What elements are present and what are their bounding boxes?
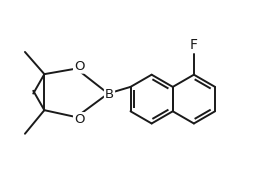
- Text: O: O: [74, 60, 84, 73]
- Text: F: F: [190, 38, 198, 52]
- Text: O: O: [74, 113, 84, 126]
- Text: B: B: [105, 88, 114, 101]
